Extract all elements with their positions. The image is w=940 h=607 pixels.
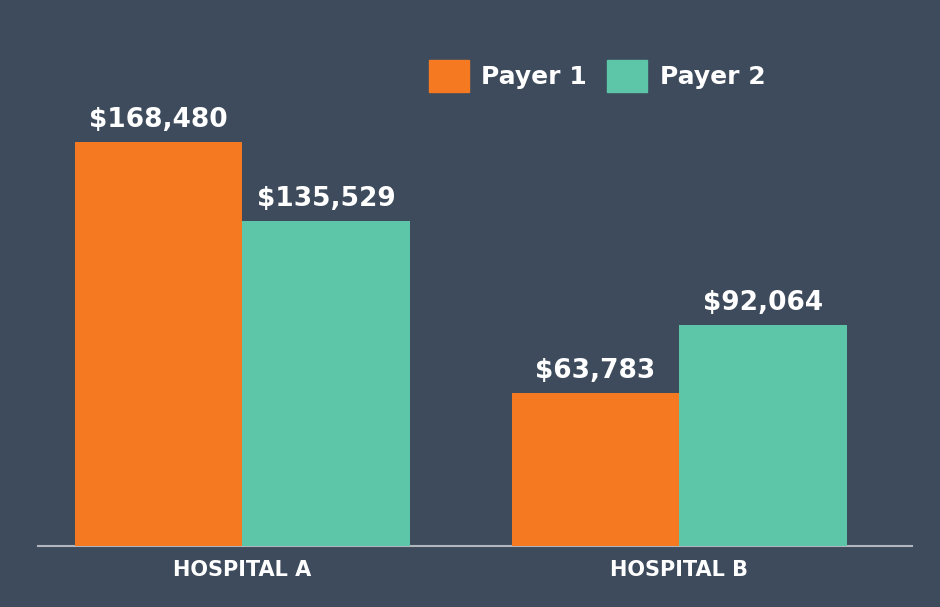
- Bar: [75, 142, 243, 546]
- Legend: Payer 1, Payer 2: Payer 1, Payer 2: [419, 50, 776, 102]
- Text: $135,529: $135,529: [257, 186, 396, 212]
- Text: $63,783: $63,783: [536, 358, 656, 384]
- Bar: [512, 393, 680, 546]
- Bar: [243, 221, 410, 546]
- Text: $168,480: $168,480: [89, 106, 227, 132]
- Text: $92,064: $92,064: [703, 290, 823, 316]
- Bar: [680, 325, 847, 546]
